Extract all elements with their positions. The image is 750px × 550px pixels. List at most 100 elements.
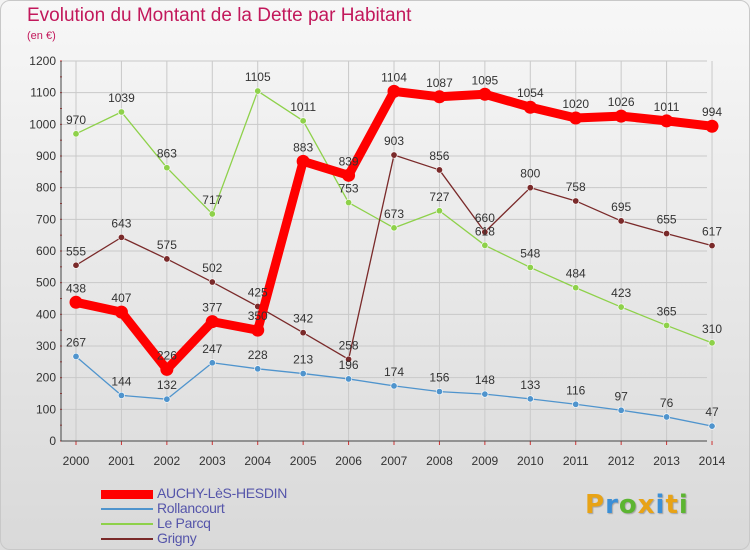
data-point xyxy=(117,233,125,241)
legend-label: Rollancourt xyxy=(157,500,225,516)
data-label: 863 xyxy=(157,147,177,161)
data-point xyxy=(72,261,80,269)
x-tick-label: 2014 xyxy=(699,454,726,468)
chart-subtitle: (en €) xyxy=(27,30,56,42)
data-label: 575 xyxy=(157,238,177,252)
data-label: 717 xyxy=(202,193,222,207)
legend-label: Le Parcq xyxy=(157,515,211,531)
data-label: 407 xyxy=(111,291,131,305)
data-point xyxy=(478,87,492,101)
x-tick-label: 2000 xyxy=(63,454,90,468)
data-label: 144 xyxy=(111,374,131,388)
data-label: 1095 xyxy=(472,73,499,87)
chart-title: Evolution du Montant de la Dette par Hab… xyxy=(27,5,412,26)
data-label: 856 xyxy=(429,149,449,163)
data-label: 1026 xyxy=(608,95,635,109)
data-point xyxy=(481,241,489,249)
y-tick-label: 800 xyxy=(36,181,56,195)
y-tick-label: 100 xyxy=(36,402,56,416)
data-label: 643 xyxy=(111,216,131,230)
data-point xyxy=(72,130,80,138)
data-label: 247 xyxy=(202,342,222,356)
data-point xyxy=(663,413,671,421)
data-point xyxy=(708,422,716,430)
data-label: 342 xyxy=(293,312,313,326)
data-label: 133 xyxy=(520,378,540,392)
data-label: 753 xyxy=(339,182,359,196)
data-label: 116 xyxy=(566,383,585,397)
data-label: 132 xyxy=(157,378,177,392)
data-point xyxy=(163,255,171,263)
data-point xyxy=(432,90,446,104)
data-point xyxy=(526,395,534,403)
x-tick-label: 2001 xyxy=(108,454,135,468)
data-label: 97 xyxy=(614,389,628,403)
data-point xyxy=(569,111,583,125)
data-point xyxy=(296,154,310,168)
x-tick-label: 2004 xyxy=(244,454,271,468)
data-point xyxy=(208,210,216,218)
data-label: 555 xyxy=(66,244,86,258)
y-tick-label: 0 xyxy=(49,434,56,448)
data-label: 1054 xyxy=(517,86,544,100)
legend-label: AUCHY-LèS-HESDIN xyxy=(157,485,288,501)
data-point xyxy=(345,375,353,383)
x-tick-label: 2002 xyxy=(154,454,181,468)
y-tick-label: 400 xyxy=(36,307,56,321)
data-label: 1020 xyxy=(562,97,589,111)
x-tick-label: 2008 xyxy=(426,454,453,468)
data-label: 47 xyxy=(705,405,719,419)
data-label: 695 xyxy=(611,200,631,214)
data-point xyxy=(572,400,580,408)
data-label: 617 xyxy=(702,225,722,239)
data-point xyxy=(163,395,171,403)
data-label: 839 xyxy=(339,154,359,168)
x-tick-label: 2010 xyxy=(517,454,544,468)
x-tick-label: 2007 xyxy=(381,454,408,468)
data-point xyxy=(481,228,489,236)
data-point xyxy=(208,359,216,367)
data-point xyxy=(705,119,719,133)
x-tick-label: 2011 xyxy=(563,454,589,468)
data-point xyxy=(663,230,671,238)
data-label: 800 xyxy=(520,167,540,181)
data-label: 226 xyxy=(157,348,177,362)
y-tick-label: 200 xyxy=(36,371,56,385)
data-point xyxy=(208,278,216,286)
data-point xyxy=(205,315,219,329)
data-label: 148 xyxy=(475,373,495,387)
data-point xyxy=(251,323,265,337)
data-point xyxy=(163,164,171,172)
data-label: 213 xyxy=(293,353,313,367)
data-label: 1011 xyxy=(290,100,316,114)
data-point xyxy=(617,406,625,414)
data-point xyxy=(617,217,625,225)
data-point xyxy=(523,100,537,114)
data-label: 883 xyxy=(293,140,313,154)
data-point xyxy=(69,295,83,309)
x-tick-label: 2013 xyxy=(653,454,680,468)
y-tick-label: 500 xyxy=(36,276,56,290)
data-label: 156 xyxy=(429,371,449,385)
data-point xyxy=(435,166,443,174)
data-label: 618 xyxy=(475,224,495,238)
data-label: 310 xyxy=(702,322,722,336)
data-label: 174 xyxy=(384,365,404,379)
x-tick-label: 2003 xyxy=(199,454,226,468)
data-label: 196 xyxy=(339,358,359,372)
proxiti-logo: Proxiti xyxy=(585,490,689,520)
data-point xyxy=(481,390,489,398)
x-tick-label: 2009 xyxy=(472,454,499,468)
data-point xyxy=(660,114,674,128)
data-point xyxy=(390,224,398,232)
data-point xyxy=(117,391,125,399)
legend-swatch xyxy=(101,523,153,525)
x-tick-label: 2006 xyxy=(335,454,362,468)
legend-swatch xyxy=(101,508,153,510)
y-tick-label: 900 xyxy=(36,149,56,163)
legend-label: Grigny xyxy=(157,530,197,546)
data-label: 484 xyxy=(566,267,586,281)
data-point xyxy=(617,303,625,311)
